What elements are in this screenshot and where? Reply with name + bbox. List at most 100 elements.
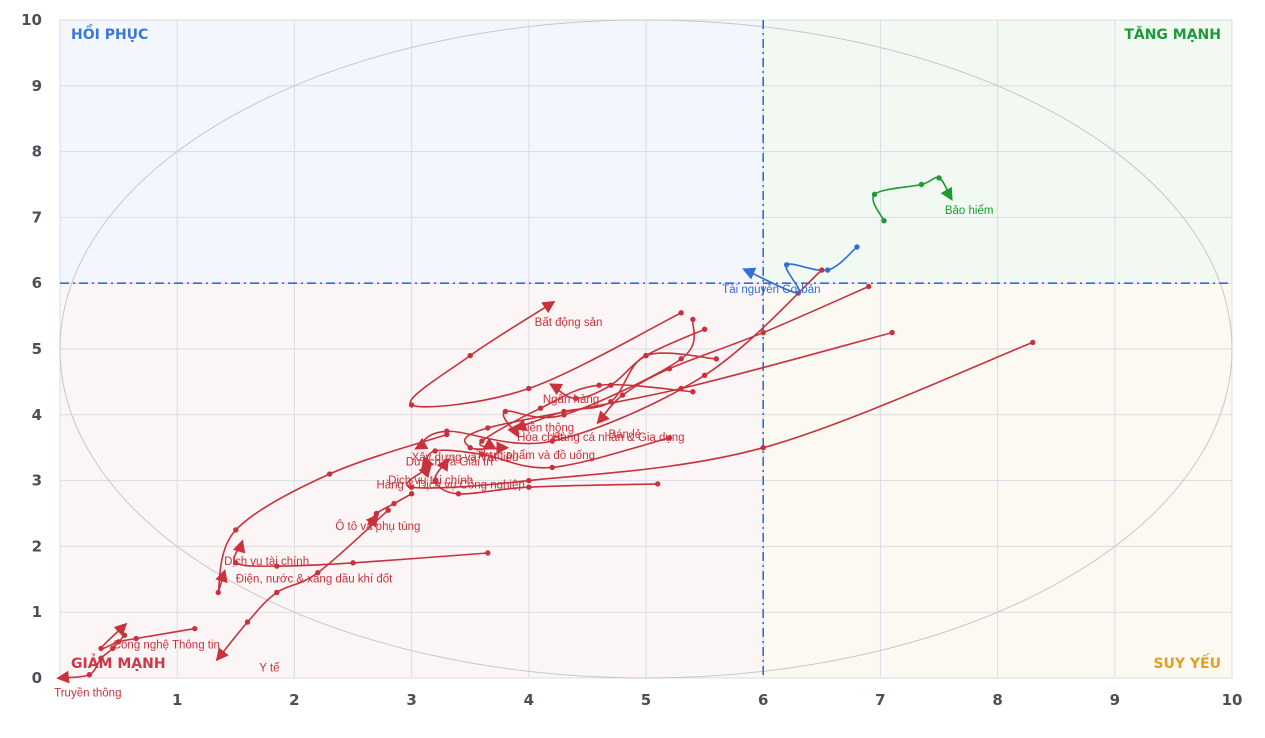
series-hang-dich-vu-cong-nghiep: [432, 457, 661, 497]
series-point: [819, 267, 825, 273]
y-tick-label: 6: [32, 274, 42, 292]
series-label: Bán lẻ: [608, 429, 641, 441]
series-label: Tài nguyên Cơ bản: [722, 284, 820, 296]
series-label: Xây dựng và Vật liệu: [412, 452, 519, 464]
y-tick-label: 9: [32, 77, 42, 95]
series-point: [133, 635, 139, 642]
series-label: Hàng cá nhân & Gia dụng: [552, 432, 684, 444]
series-point: [274, 563, 280, 569]
series-point: [713, 356, 720, 362]
series-point: [485, 425, 491, 431]
series-label: Hàng & Dịch vụ Công nghiệp: [376, 479, 524, 491]
series-label: Hóa chất: [517, 432, 564, 444]
series-label: Bất động sản: [535, 317, 603, 329]
series-point: [549, 438, 555, 444]
series-point: [373, 510, 380, 517]
y-tick-label: 2: [32, 537, 42, 555]
series-point: [881, 217, 887, 224]
series-point: [215, 589, 221, 596]
series-point: [824, 267, 831, 273]
x-tick-label: 3: [406, 691, 416, 709]
series-trail: [502, 319, 696, 438]
series-layer: [56, 175, 1036, 684]
series-point: [98, 645, 104, 652]
series-point: [561, 408, 567, 415]
series-point: [485, 550, 491, 556]
series-point: [408, 484, 415, 490]
quadrant-labels: HỒI PHỤC TĂNG MẠNH GIẢM MẠNH SUY YẾU: [71, 24, 1221, 672]
series-trail: [232, 539, 488, 567]
series-point: [432, 448, 438, 454]
series-label: Ô tô và phụ tùng: [335, 520, 420, 533]
x-tick-label: 8: [992, 691, 1002, 709]
series-point: [643, 352, 649, 359]
y-tick-label: 1: [32, 603, 42, 621]
series-point: [655, 481, 661, 487]
series-point: [244, 619, 251, 625]
series-point: [854, 244, 860, 250]
series-point: [666, 435, 673, 441]
series-o-to-va-phu-tung: [365, 491, 415, 528]
series-thuc-pham-va-do-uong: [479, 382, 696, 450]
series-label: Dịch vụ tài chính: [388, 475, 473, 487]
series-point: [408, 402, 415, 408]
series-dich-vu-tai-chinh-2: [232, 539, 491, 569]
y-tick-label: 3: [32, 472, 42, 490]
series-point: [192, 625, 198, 632]
series-point: [408, 491, 415, 497]
series-point: [572, 395, 579, 402]
series-point: [608, 398, 614, 405]
series-trail: [434, 457, 658, 495]
series-label: Công nghệ Thông tin: [113, 639, 220, 651]
series-point: [871, 191, 878, 198]
x-tick-label: 6: [758, 691, 768, 709]
x-tick-label: 2: [289, 691, 299, 709]
series-point: [760, 329, 766, 336]
x-tick-label: 4: [524, 691, 534, 709]
series-point: [537, 405, 544, 411]
series-point: [865, 283, 872, 290]
y-tick-label: 7: [32, 208, 42, 226]
series-point: [121, 632, 128, 638]
series-point: [479, 438, 485, 444]
series-point: [596, 382, 602, 388]
series-point: [526, 385, 532, 392]
series-point: [889, 329, 895, 336]
quadrant-label-bottom-right: SUY YẾU: [1153, 653, 1221, 672]
series-point: [701, 372, 708, 379]
series-point: [760, 445, 766, 451]
series-du-lich-va-giai-tri: [414, 267, 825, 450]
y-tick-label: 10: [21, 11, 42, 29]
series-point: [233, 560, 239, 566]
y-tick-label: 0: [32, 669, 42, 687]
series-point: [391, 500, 397, 507]
series-label: Thực phẩm và đồ uống: [476, 450, 595, 462]
series-point: [783, 262, 790, 268]
reference-ellipse: [59, 19, 1233, 679]
series-point: [455, 491, 462, 497]
series-dien-nuoc-xang-dau-khi-dot: [215, 431, 450, 596]
series-point: [690, 316, 696, 323]
quadrant-label-bottom-left: GIẢM MẠNH: [71, 653, 166, 672]
series-point: [479, 451, 485, 457]
series-point: [502, 408, 509, 415]
axis-tick-labels: 0 1 2 3 4 5 6 7 8 9 10 1 2 3 4 5 6 7 8 9 10: [21, 11, 1242, 709]
series-point: [385, 507, 391, 513]
series-point: [274, 589, 280, 596]
series-point: [526, 477, 532, 484]
series-y-te: [215, 507, 391, 662]
series-point: [98, 655, 104, 661]
series-label: Truyền thông: [54, 687, 121, 699]
series-xay-dung-va-vat-lieu: [421, 435, 673, 471]
series-ban-le: [596, 283, 872, 425]
reference-ellipse: [59, 19, 1233, 679]
series-label: Y tế: [259, 662, 280, 674]
y-tick-label: 8: [32, 143, 42, 161]
quadrant-label-top-right: TĂNG MẠNH: [1124, 25, 1221, 43]
series-point: [619, 392, 626, 398]
series-point: [110, 645, 116, 652]
series-point: [432, 477, 438, 484]
series-hang-ca-nhan-gia-dung: [513, 352, 720, 431]
series-point: [315, 570, 321, 576]
series-dich-vu-tai-chinh: [406, 339, 1036, 490]
